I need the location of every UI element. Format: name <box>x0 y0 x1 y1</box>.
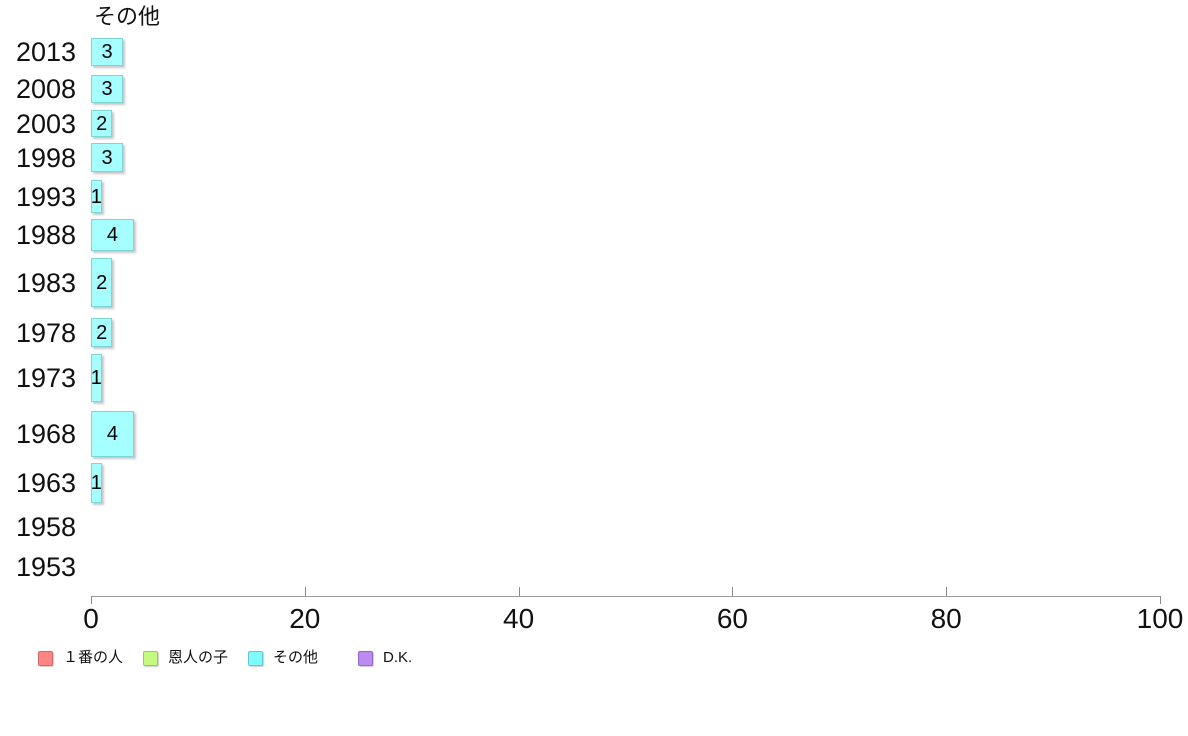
bar-value-label: 1 <box>90 185 102 208</box>
bar: 2 <box>91 318 113 347</box>
y-axis-label: 1978 <box>16 317 77 348</box>
bar: 4 <box>91 219 134 251</box>
bar-value-label: 3 <box>101 41 113 63</box>
x-axis-tick <box>1160 596 1161 604</box>
bar-value-label: 3 <box>101 146 113 169</box>
bar: 1 <box>91 354 102 402</box>
y-axis-label: 2008 <box>16 74 77 104</box>
bar-value-label: 3 <box>101 78 113 100</box>
bar-value-label: 4 <box>106 423 118 445</box>
y-axis-label: 1968 <box>16 419 77 449</box>
x-axis-tick <box>732 587 734 596</box>
x-axis-tick <box>518 587 520 596</box>
bar-value-label: 2 <box>96 271 108 294</box>
x-axis-tick-label: 80 <box>930 603 962 634</box>
bar-value-label: 2 <box>96 112 108 135</box>
bar: 1 <box>91 180 102 213</box>
x-axis-tick-label: 60 <box>716 603 748 634</box>
bar-value-label: 4 <box>106 224 118 246</box>
bar: 2 <box>91 258 113 307</box>
legend-swatch-icon <box>143 650 159 666</box>
legend-label: １番の人 <box>63 649 124 666</box>
bar-value-label: 1 <box>90 367 102 389</box>
y-axis-label: 1973 <box>16 363 77 393</box>
y-axis-label: 1953 <box>16 552 77 582</box>
y-axis-label: 1988 <box>16 220 77 250</box>
legend-label: その他 <box>273 649 319 666</box>
y-axis-label: 1998 <box>16 142 77 173</box>
x-axis-tick-label: 0 <box>83 603 99 634</box>
x-axis-tick-label: 40 <box>503 603 535 634</box>
y-axis-label: 2003 <box>16 108 77 139</box>
x-axis-line <box>91 596 1160 597</box>
legend-label: D.K. <box>383 649 413 666</box>
bar: 1 <box>91 463 102 503</box>
legend-swatch-icon <box>248 650 264 666</box>
bar: 3 <box>91 75 124 103</box>
x-axis-tick-label: 20 <box>289 603 321 634</box>
y-axis-label: 2013 <box>16 37 77 67</box>
x-axis-tick <box>946 587 948 596</box>
legend-item: その他 <box>248 649 318 667</box>
legend-item: D.K. <box>358 649 412 667</box>
legend-swatch-icon <box>38 650 53 666</box>
bar: 2 <box>91 110 113 137</box>
legend-swatch-icon <box>358 650 374 666</box>
bar: 3 <box>91 143 124 172</box>
y-axis-label: 1983 <box>16 267 77 298</box>
bar-value-label: 2 <box>96 321 108 344</box>
x-axis-tick-label: 100 <box>1136 603 1184 634</box>
y-axis-label: 1958 <box>16 512 77 542</box>
bar: 4 <box>91 411 134 457</box>
legend-item: １番の人 <box>38 649 123 667</box>
x-axis-tick <box>91 596 92 604</box>
legend: １番の人 恩人の子 その他 D.K. <box>38 644 432 672</box>
x-axis-tick <box>304 587 306 596</box>
bar-value-label: 1 <box>90 472 102 494</box>
y-axis-label: 1963 <box>16 468 77 498</box>
chart-title: その他 <box>94 4 161 29</box>
y-axis-label: 1993 <box>16 181 77 212</box>
legend-item: 恩人の子 <box>143 649 228 667</box>
legend-label: 恩人の子 <box>168 649 229 666</box>
bar: 3 <box>91 38 124 66</box>
